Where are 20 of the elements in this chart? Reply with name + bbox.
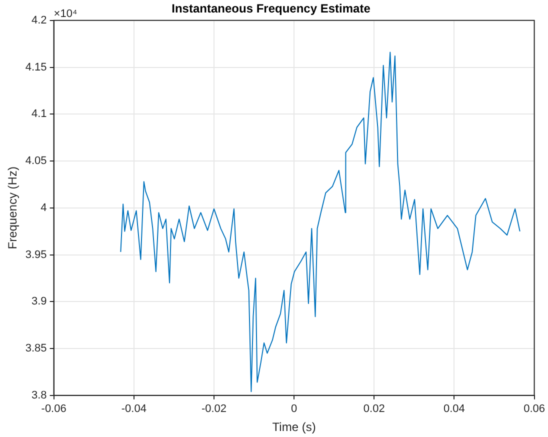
x-tick-label: -0.04 <box>121 403 146 416</box>
text: ×10⁴ <box>54 8 78 20</box>
x-tick-label: 0.04 <box>444 403 465 416</box>
x-tick-label: -0.02 <box>201 403 227 416</box>
y-tick-label: 4 <box>40 202 47 214</box>
x-tick-label: 0 <box>290 403 298 416</box>
chart-title: Instantaneous Frequency Estimate <box>172 2 371 16</box>
y-tick-label: 4.1 <box>32 108 47 120</box>
x-axis-title: Time (s) <box>272 420 316 434</box>
x-tick-label: 0.02 <box>363 403 385 416</box>
y-tick-label: 4.2 <box>32 14 47 26</box>
x-tick-label: 0.06 <box>524 403 546 416</box>
y-axis-title: Frequency (Hz) <box>6 166 20 250</box>
y-tick-label: 3.95 <box>25 248 47 261</box>
y-tick-label: 4.15 <box>25 61 47 74</box>
y-tick-label: 3.9 <box>32 296 47 308</box>
y-tick-label: 3.8 <box>32 389 47 402</box>
x-tick-label: -0.06 <box>41 403 66 416</box>
y-tick-label: 3.85 <box>25 342 47 355</box>
y-tick-label: 4.05 <box>25 155 47 168</box>
